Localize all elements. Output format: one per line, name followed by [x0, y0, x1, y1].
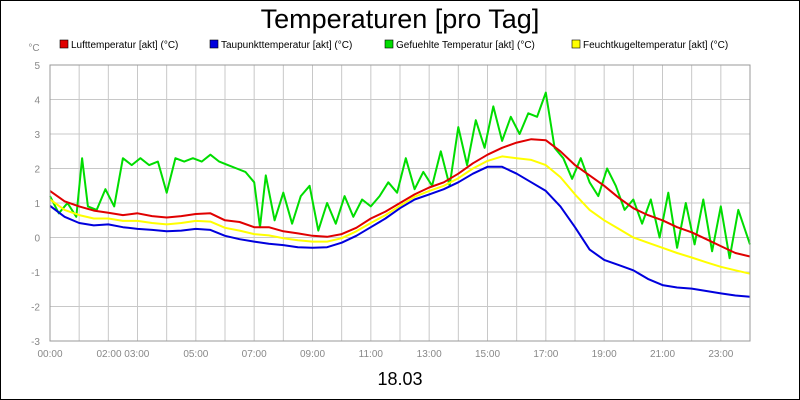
x-axis-ticks: 00:00 02:00 03:00 05:00 07:00 09:00 11:00 13:0… — [37, 349, 733, 360]
y-axis-ticks: -3 -2 -1 0 1 2 3 4 5 — [31, 61, 40, 348]
y-tick-label: 0 — [34, 234, 40, 245]
legend: Lufttemperatur [akt] (°C) Taupunkttemper… — [59, 39, 728, 51]
y-tick-label: 1 — [34, 199, 40, 210]
y-tick-label: -1 — [31, 268, 40, 279]
x-tick-label: 13:00 — [417, 349, 442, 360]
series-lines — [49, 91, 751, 298]
x-tick-label: 09:00 — [300, 349, 325, 360]
legend-label-taupunkttemperatur: Taupunkttemperatur [akt] (°C) — [221, 40, 352, 51]
x-tick-label: 23:00 — [708, 349, 733, 360]
y-tick-label: -2 — [31, 303, 40, 314]
series-line-3 — [49, 155, 751, 275]
x-tick-label: 02:00 03:00 — [97, 349, 150, 360]
legend-swatch-lufttemperatur — [59, 39, 69, 49]
x-tick-label: 05:00 — [183, 349, 208, 360]
legend-swatch-feuchtkugeltemperatur — [571, 39, 581, 49]
x-tick-label: 11:00 — [359, 349, 384, 360]
y-tick-label: 3 — [34, 130, 40, 141]
x-tick-label: 00:00 — [37, 349, 62, 360]
y-tick-label: -3 — [31, 337, 40, 348]
y-tick-label: 4 — [34, 96, 40, 107]
x-tick-label: 17:00 — [533, 349, 558, 360]
x-tick-label: 21:00 — [650, 349, 675, 360]
x-tick-label: 07:00 — [242, 349, 267, 360]
legend-label-gefuehlte-temperatur: Gefuehlte Temperatur [akt] (°C) — [396, 40, 535, 51]
legend-swatch-taupunkttemperatur — [209, 39, 219, 49]
series-line-0 — [49, 138, 751, 258]
chart-title: Temperaturen [pro Tag] — [261, 4, 540, 34]
y-axis-unit: °C — [28, 43, 39, 54]
plot-border — [49, 64, 751, 342]
x-tick-label: 19:00 — [592, 349, 617, 360]
legend-label-lufttemperatur: Lufttemperatur [akt] (°C) — [71, 40, 178, 51]
x-tick-label: 15:00 — [475, 349, 500, 360]
legend-label-feuchtkugeltemperatur: Feuchtkugeltemperatur [akt] (°C) — [583, 40, 728, 51]
legend-swatch-gefuehlte-temperatur — [384, 39, 394, 49]
y-tick-label: 2 — [34, 165, 40, 176]
x-axis-label: 18.03 — [377, 369, 422, 389]
y-tick-label: 5 — [34, 61, 40, 72]
series-line-1 — [49, 165, 751, 298]
